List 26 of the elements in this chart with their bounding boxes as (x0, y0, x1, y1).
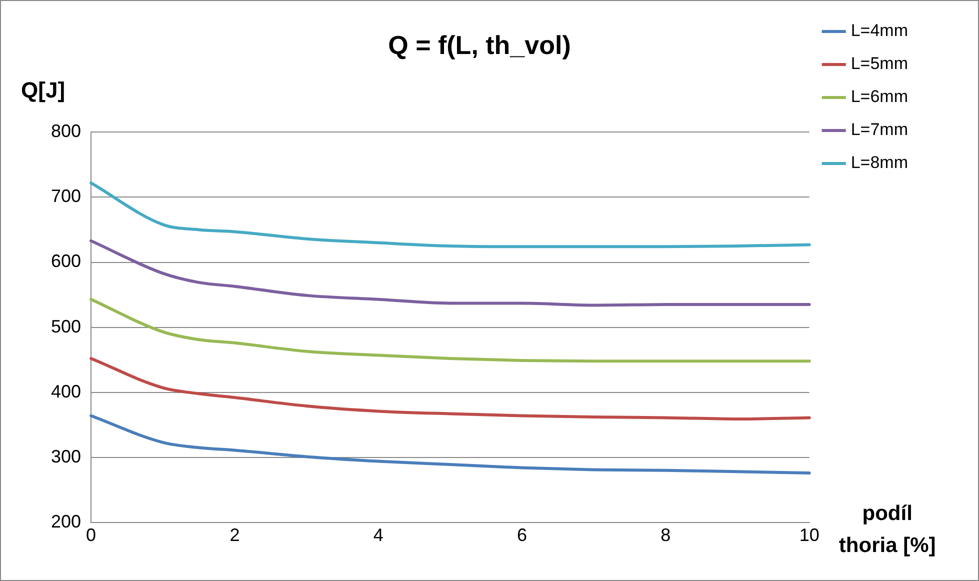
line-series (90, 181, 811, 248)
y-tick-label: 500 (50, 316, 82, 336)
legend-label: L=5mm (850, 54, 908, 74)
y-tick-label: 300 (50, 446, 82, 466)
x-tick-label: 6 (517, 525, 528, 546)
x-axis-title: podíl thoria [%] (838, 502, 936, 558)
x-tick-label: 0 (86, 525, 96, 546)
y-tick-label: 200 (50, 511, 82, 532)
legend-label: L=6mm (850, 87, 908, 106)
y-tick-label: 600 (50, 251, 82, 272)
x-tick-label: 10 (799, 525, 820, 546)
line-series (90, 414, 811, 474)
chart-title: Q = f(L, th_vol) (388, 30, 571, 60)
line-series (90, 357, 811, 420)
legend-label: L=8mm (850, 153, 908, 172)
line-series (90, 298, 811, 363)
x-tick-label: 2 (230, 525, 240, 546)
legend-label: L=4mm (850, 21, 908, 40)
x-tick-label: 8 (660, 525, 671, 546)
y-tick-label: 400 (50, 381, 82, 402)
y-tick-label: 700 (50, 186, 82, 206)
legend-label: L=7mm (850, 120, 908, 140)
line-series (90, 239, 811, 307)
x-tick-label: 4 (373, 525, 384, 546)
y-axis-title: Q[J] (21, 77, 66, 102)
y-tick-label: 800 (50, 121, 82, 142)
